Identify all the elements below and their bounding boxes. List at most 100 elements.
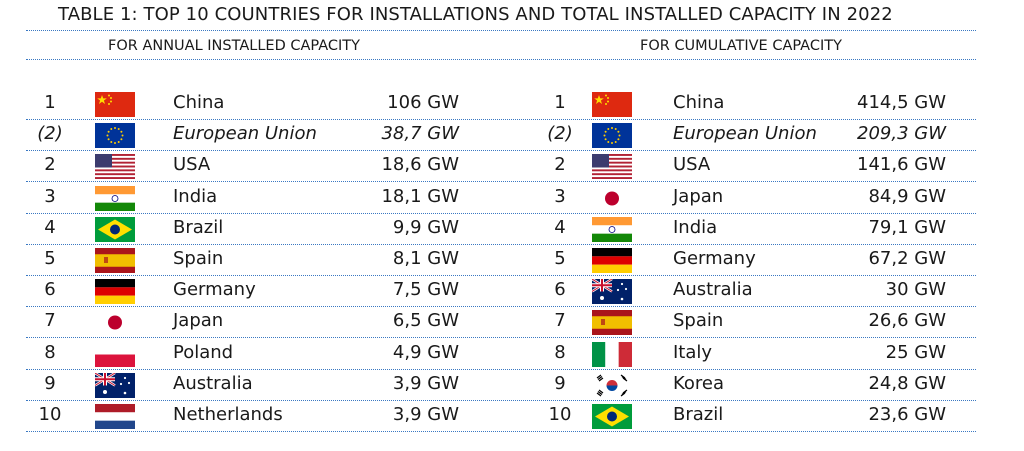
annual-country: Brazil xyxy=(173,217,224,238)
japan-flag-icon xyxy=(95,310,135,335)
annual-capacity-value: 9,9 GW xyxy=(392,217,459,238)
eu-flag-icon xyxy=(95,123,135,148)
row-divider xyxy=(26,244,976,245)
cumulative-capacity-value: 23,6 GW xyxy=(868,404,946,425)
poland-flag-icon xyxy=(95,342,135,367)
row-divider xyxy=(26,431,976,432)
usa-flag-icon xyxy=(592,154,632,179)
row-divider xyxy=(26,369,976,370)
table-row: (2) European Union 38,7 GW (2) European Unio… xyxy=(0,119,1024,150)
cumulative-rank: 8 xyxy=(554,342,566,363)
cumulative-rank: 10 xyxy=(548,404,572,425)
cumulative-country: China xyxy=(673,92,725,113)
cumulative-capacity-value: 414,5 GW xyxy=(857,92,946,113)
annual-country: European Union xyxy=(173,123,317,144)
cumulative-country: Germany xyxy=(673,248,756,269)
table-row: 6 Germany 7,5 GW 6 Australia 30 GW xyxy=(0,275,1024,306)
cumulative-header: FOR CUMULATIVE CAPACITY xyxy=(640,38,842,54)
annual-country: India xyxy=(173,186,218,207)
cumulative-capacity-value: 84,9 GW xyxy=(868,186,946,207)
cumulative-country: India xyxy=(673,217,718,238)
china-flag-icon xyxy=(95,92,135,117)
cumulative-capacity-value: 26,6 GW xyxy=(868,310,946,331)
india-flag-icon xyxy=(95,186,135,211)
cumulative-country: Australia xyxy=(673,279,753,300)
row-divider xyxy=(26,337,976,338)
annual-capacity-value: 38,7 GW xyxy=(381,123,459,144)
cumulative-rank: 1 xyxy=(554,92,566,113)
cumulative-rank: 7 xyxy=(554,310,566,331)
annual-capacity-value: 7,5 GW xyxy=(392,279,459,300)
row-divider xyxy=(26,181,976,182)
header-rule xyxy=(26,59,976,60)
annual-capacity-value: 6,5 GW xyxy=(392,310,459,331)
cumulative-capacity-value: 79,1 GW xyxy=(868,217,946,238)
cumulative-country: Brazil xyxy=(673,404,724,425)
table-row: 8 Poland 4,9 GW 8 Italy 25 GW xyxy=(0,338,1024,369)
annual-capacity-value: 8,1 GW xyxy=(392,248,459,269)
table-row: 7 Japan 6,5 GW 7 Spain 26,6 GW xyxy=(0,306,1024,337)
annual-rank: 2 xyxy=(44,154,56,175)
cumulative-capacity-value: 24,8 GW xyxy=(868,373,946,394)
row-divider xyxy=(26,119,976,120)
cumulative-rank: 6 xyxy=(554,279,566,300)
cumulative-country: European Union xyxy=(673,123,817,144)
annual-rank: (2) xyxy=(37,123,63,144)
spain-flag-icon xyxy=(95,248,135,273)
row-divider xyxy=(26,213,976,214)
spain-flag-icon xyxy=(592,310,632,335)
cumulative-rank: 4 xyxy=(554,217,566,238)
annual-rank: 1 xyxy=(44,92,56,113)
table-title: TABLE 1: TOP 10 COUNTRIES FOR INSTALLATI… xyxy=(58,4,893,25)
row-divider xyxy=(26,275,976,276)
cumulative-rank: 3 xyxy=(554,186,566,207)
title-rule xyxy=(26,30,976,31)
annual-rank: 3 xyxy=(44,186,56,207)
annual-header: FOR ANNUAL INSTALLED CAPACITY xyxy=(108,38,360,54)
annual-country: Australia xyxy=(173,373,253,394)
annual-rank: 10 xyxy=(38,404,62,425)
annual-country: Spain xyxy=(173,248,224,269)
annual-rank: 4 xyxy=(44,217,56,238)
annual-country: Netherlands xyxy=(173,404,283,425)
cumulative-country: Spain xyxy=(673,310,724,331)
annual-capacity-value: 106 GW xyxy=(387,92,459,113)
cumulative-capacity-value: 209,3 GW xyxy=(857,123,946,144)
table-row: 3 India 18,1 GW 3 Japan 84,9 GW xyxy=(0,182,1024,213)
annual-rank: 6 xyxy=(44,279,56,300)
cumulative-country: Italy xyxy=(673,342,713,363)
annual-rank: 8 xyxy=(44,342,56,363)
cumulative-rank: 9 xyxy=(554,373,566,394)
australia-flag-icon xyxy=(592,279,632,304)
cumulative-country: Japan xyxy=(673,186,724,207)
annual-capacity-value: 3,9 GW xyxy=(392,404,459,425)
annual-capacity-value: 18,6 GW xyxy=(381,154,459,175)
annual-capacity-value: 4,9 GW xyxy=(392,342,459,363)
annual-capacity-value: 18,1 GW xyxy=(381,186,459,207)
japan-flag-icon xyxy=(592,186,632,211)
cumulative-rank: 5 xyxy=(554,248,566,269)
eu-flag-icon xyxy=(592,123,632,148)
australia-flag-icon xyxy=(95,373,135,398)
annual-rank: 5 xyxy=(44,248,56,269)
table-row: 9 Australia 3,9 GW 9 Korea 24,8 GW xyxy=(0,369,1024,400)
row-divider xyxy=(26,150,976,151)
table-row: 1 China 106 GW 1 China 414,5 GW xyxy=(0,88,1024,119)
cumulative-rank: 2 xyxy=(554,154,566,175)
brazil-flag-icon xyxy=(95,217,135,242)
germany-flag-icon xyxy=(592,248,632,273)
table-row: 4 Brazil 9,9 GW 4 India 79,1 GW xyxy=(0,213,1024,244)
annual-country: USA xyxy=(173,154,211,175)
annual-country: Germany xyxy=(173,279,256,300)
cumulative-capacity-value: 30 GW xyxy=(885,279,946,300)
korea-flag-icon xyxy=(592,373,632,398)
table-row: 5 Spain 8,1 GW 5 Germany 67,2 GW xyxy=(0,244,1024,275)
china-flag-icon xyxy=(592,92,632,117)
annual-rank: 7 xyxy=(44,310,56,331)
cumulative-capacity-value: 67,2 GW xyxy=(868,248,946,269)
annual-rank: 9 xyxy=(44,373,56,394)
usa-flag-icon xyxy=(95,154,135,179)
table-row: 10 Netherlands 3,9 GW 10 Brazil 23,6 GW xyxy=(0,400,1024,431)
india-flag-icon xyxy=(592,217,632,242)
netherlands-flag-icon xyxy=(95,404,135,429)
